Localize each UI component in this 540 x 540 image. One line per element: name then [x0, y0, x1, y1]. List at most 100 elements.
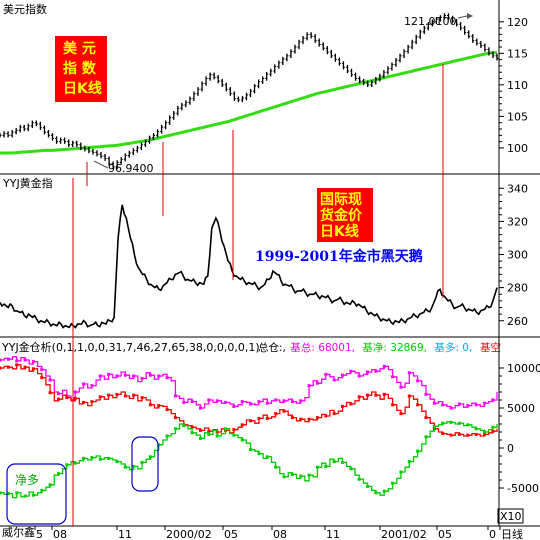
gold-headline: 1999-2001年金市黑天鹅	[255, 248, 423, 265]
series-基空-marker	[274, 412, 278, 416]
series-基净-marker	[215, 434, 219, 438]
positions-y-tick-label: 0	[507, 442, 514, 455]
series-基净-marker	[315, 465, 319, 469]
date-tick-label: 05	[224, 528, 238, 540]
series-基净-marker	[90, 456, 94, 460]
usd-badge: 美 元 指 数 日K线	[55, 36, 107, 102]
series-基净-marker	[73, 461, 77, 465]
series-基净-marker	[349, 467, 353, 471]
series-基总-marker	[165, 376, 169, 380]
series-基空-marker	[491, 429, 495, 433]
series-基总-marker	[0, 358, 2, 362]
usd-y-tick-label: 100	[507, 142, 528, 155]
series-基净-marker	[482, 430, 486, 434]
series-基总-marker	[190, 400, 194, 404]
series-基总-marker	[457, 402, 461, 406]
series-基总-marker	[366, 370, 370, 374]
series-基总-marker	[115, 374, 119, 378]
unit-label: X10	[500, 510, 522, 523]
series-基净-marker	[140, 460, 144, 464]
series-基总-marker	[290, 400, 294, 404]
series-基净-marker	[0, 491, 2, 495]
usd-y-tick-label: 120	[507, 16, 528, 29]
usd-badge-line-2: 指 数	[63, 60, 97, 77]
series-基空-marker	[340, 404, 344, 408]
series-基总-marker	[357, 374, 361, 378]
series-基总-marker	[282, 399, 286, 403]
series-基总-marker	[299, 399, 303, 403]
series-基空-marker	[15, 363, 19, 367]
series-基空-marker	[240, 423, 244, 427]
series-基空-marker	[307, 417, 311, 421]
series-基空-marker	[249, 419, 253, 423]
series-基净-marker	[466, 423, 470, 427]
series-基净-marker	[157, 443, 161, 447]
series-基空-marker	[399, 412, 403, 416]
series-基净-marker	[249, 448, 253, 452]
series-基净-marker	[391, 481, 395, 485]
series-基总-marker	[173, 394, 177, 398]
series-基净-marker	[6, 492, 10, 496]
series-基净-marker	[123, 465, 127, 469]
series-基总-marker	[182, 400, 186, 404]
date-tick-label: 5	[36, 528, 43, 540]
series-基空-marker	[40, 376, 44, 380]
series-基空-marker	[48, 391, 52, 395]
series-基空-marker	[349, 402, 353, 406]
series-基总-marker	[257, 400, 261, 404]
series-基净-marker	[182, 424, 186, 428]
series-基净-marker	[274, 465, 278, 469]
series-基空-marker	[6, 365, 10, 369]
gold-price-line	[0, 204, 498, 329]
series-基空-marker	[265, 416, 269, 420]
series-基总-marker	[240, 400, 244, 404]
series-基净-marker	[23, 494, 27, 498]
series-基总-marker	[148, 373, 152, 377]
series-基空-marker	[391, 403, 395, 407]
gold-badge-line-2: 货金价	[319, 207, 363, 224]
series-基净-marker	[407, 460, 411, 464]
series-基总-marker	[399, 385, 403, 389]
series-基净-marker	[40, 488, 44, 492]
series-基总-marker	[416, 379, 420, 383]
series-基空-marker	[315, 416, 319, 420]
usd-high-label: 121.0100	[404, 15, 457, 28]
series-基空-marker	[457, 432, 461, 436]
series-基空-marker	[232, 428, 236, 432]
gold-badge-line-3: 日K线	[320, 223, 359, 240]
positions-legend: 总仓:, 基总: 68001, 基净: 32869, 基多: 0, 基空	[258, 341, 501, 354]
series-基净-marker	[357, 477, 361, 481]
gold-y-tick-label: 340	[507, 182, 528, 195]
series-基净-marker	[366, 484, 370, 488]
series-基空-marker	[165, 408, 169, 412]
series-基净-marker	[432, 424, 436, 428]
series-基总-marker	[232, 404, 236, 408]
series-基净-marker	[173, 427, 177, 431]
series-基总-marker	[265, 401, 269, 405]
series-基总-marker	[98, 374, 102, 378]
series-基总-marker	[449, 406, 453, 410]
date-tick-label: 11	[326, 528, 340, 540]
series-基净-marker	[165, 434, 169, 438]
series-基净-marker	[31, 493, 35, 497]
series-基总-marker	[132, 374, 136, 378]
series-基空-marker	[290, 416, 294, 420]
series-基总-marker	[332, 378, 336, 382]
series-基净-marker	[324, 464, 328, 468]
net-long-highlight-box	[6, 463, 67, 525]
gold-panel-title: YYJ黄金指	[2, 176, 53, 190]
date-axis: 5 08 11 2000/02 05 08 11 2001/02 05 0 日线	[34, 526, 523, 540]
date-tick-label: 日线	[501, 527, 523, 540]
series-基总-marker	[249, 402, 253, 406]
series-基净-marker	[282, 475, 286, 479]
series-基总-marker	[466, 404, 470, 408]
series-基总-marker	[324, 372, 328, 376]
series-基净-marker	[441, 421, 445, 425]
series-基总-marker	[140, 376, 144, 380]
series-基总-marker	[48, 378, 52, 382]
series-基空-marker	[441, 432, 445, 436]
series-基空-marker	[90, 400, 94, 404]
legend-item: 基空	[480, 341, 501, 354]
series-基总-marker	[15, 359, 19, 363]
